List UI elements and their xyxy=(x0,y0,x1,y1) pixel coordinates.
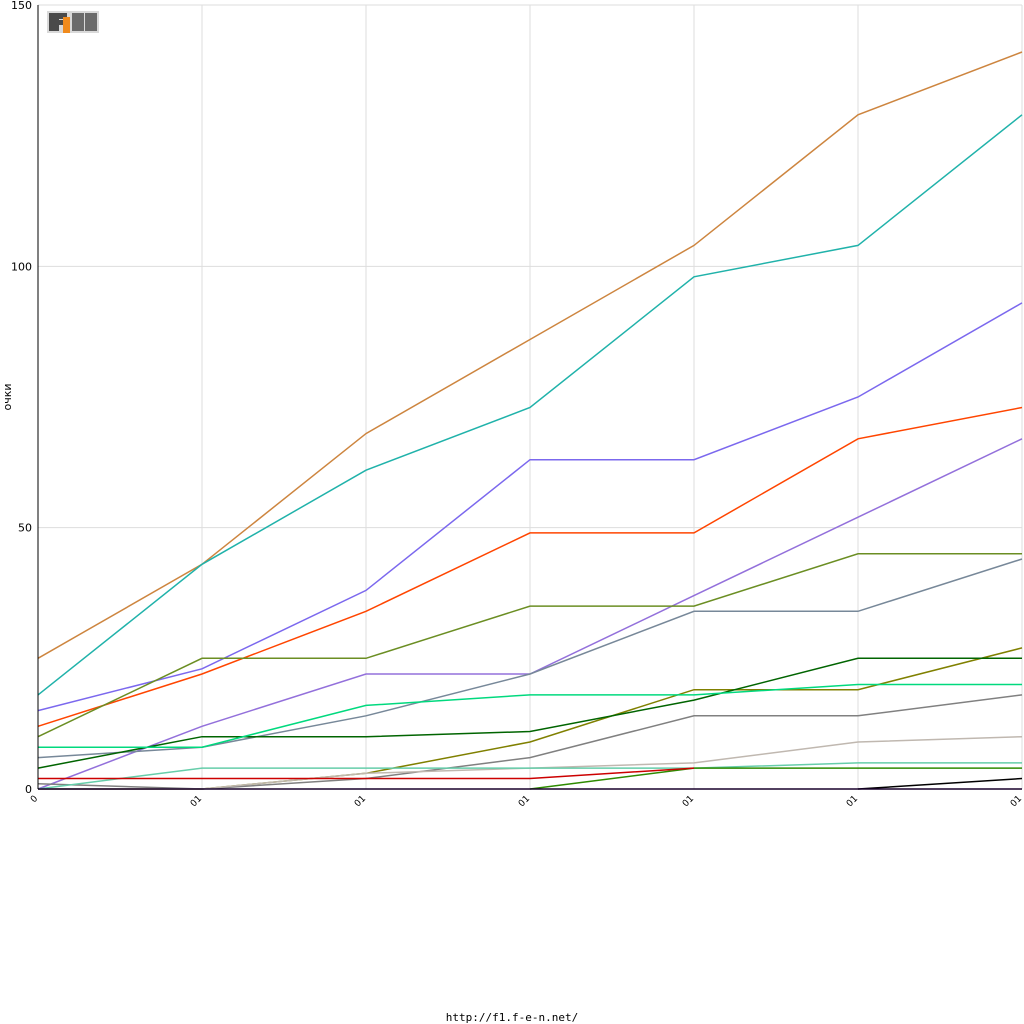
grid xyxy=(37,4,1023,790)
logo xyxy=(47,9,99,35)
series-lines xyxy=(37,51,1023,790)
y-tick-label: 100 xyxy=(11,260,32,273)
x-tick-label: 01 xyxy=(517,794,532,809)
x-tick-label: 01 xyxy=(681,794,696,809)
axes: 0 50 100 150 0 01 01 01 01 01 01 xyxy=(11,0,1024,809)
series-line-3 xyxy=(37,302,1023,712)
series-line-15 xyxy=(38,767,695,780)
series-line-16 xyxy=(857,777,1023,790)
x-tick-label: 0 xyxy=(29,794,40,805)
x-tick-label: 01 xyxy=(1009,794,1024,809)
y-tick-label: 150 xyxy=(11,0,32,12)
series-line-14 xyxy=(529,767,1022,790)
x-tick-label: 01 xyxy=(353,794,368,809)
series-line-2 xyxy=(37,114,1023,696)
y-axis-label: очки xyxy=(1,383,14,410)
series-line-4 xyxy=(37,406,1023,728)
y-tick-label: 50 xyxy=(18,522,32,535)
footer-url: http://f1.f-e-n.net/ xyxy=(445,1011,579,1024)
series-line-10 xyxy=(38,683,1022,748)
x-tick-label: 01 xyxy=(845,794,860,809)
series-line-6 xyxy=(37,553,1022,738)
series-line-13 xyxy=(37,762,1022,790)
y-tick-label: 0 xyxy=(25,783,32,796)
series-line-9 xyxy=(37,657,1022,769)
x-tick-label: 01 xyxy=(189,794,204,809)
